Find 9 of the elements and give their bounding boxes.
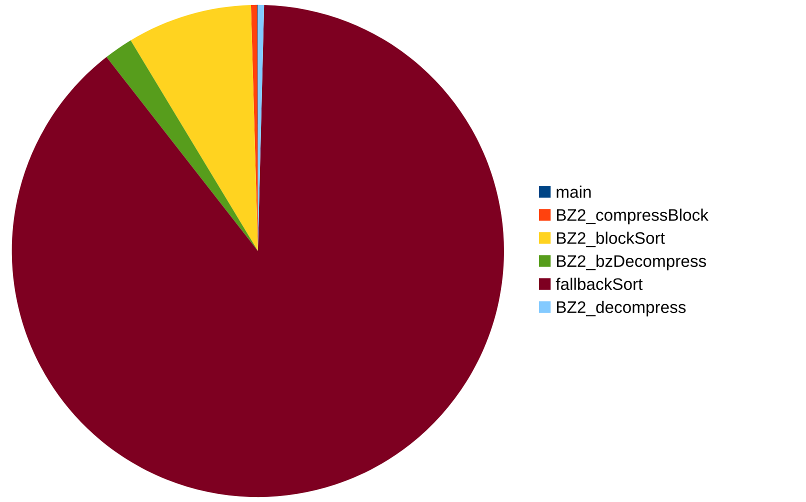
legend-label: fallbackSort <box>556 278 643 290</box>
legend-label: BZ2_compressBlock <box>557 208 708 224</box>
legend-label: BZ2_bzDecompress <box>557 254 706 270</box>
pie-slice <box>106 40 258 251</box>
legend-label: main <box>556 186 591 198</box>
pie-slice <box>12 5 504 498</box>
pie-slice <box>130 5 258 251</box>
legend-label: BZ2_decompress <box>557 300 686 316</box>
legend-label: BZ2_blockSort <box>557 232 665 248</box>
